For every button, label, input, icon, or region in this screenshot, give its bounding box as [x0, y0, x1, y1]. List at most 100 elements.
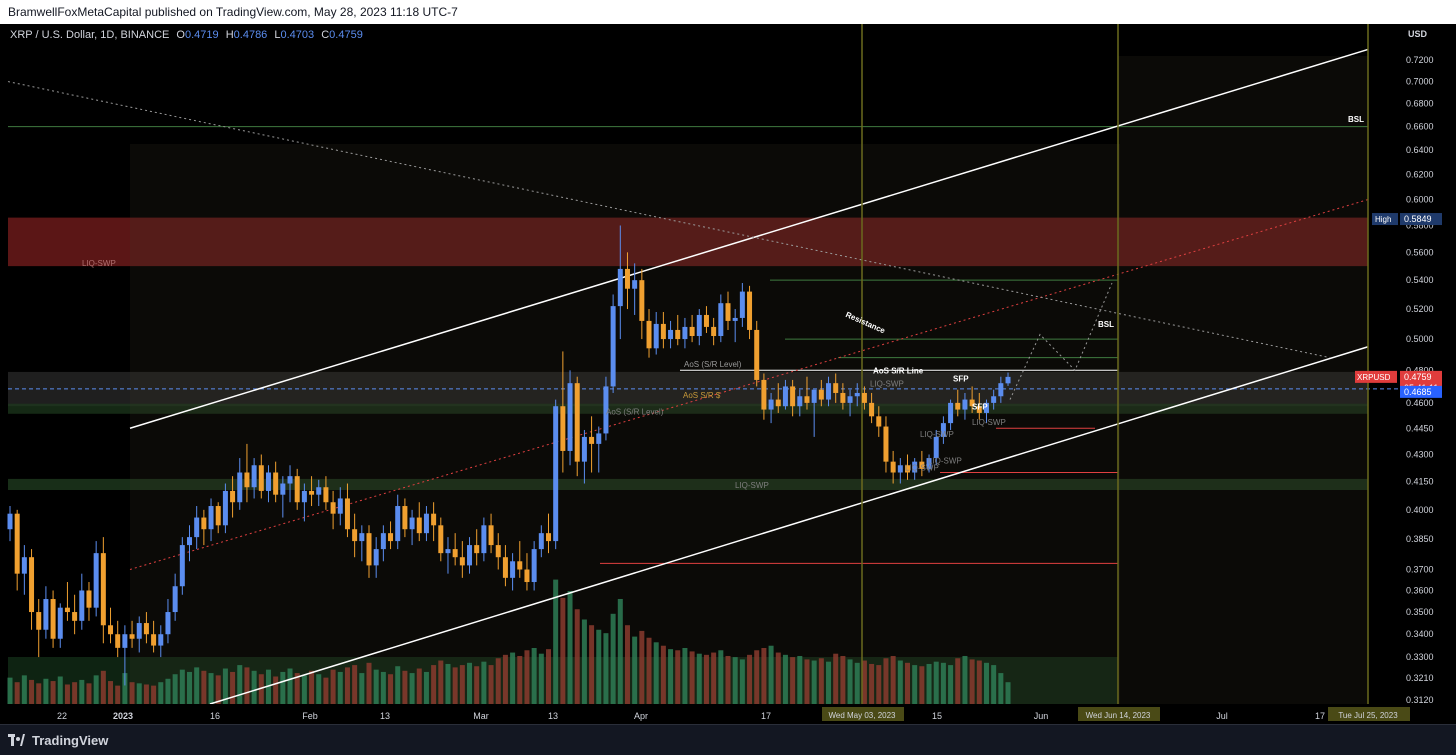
projection-fill [1118, 56, 1368, 704]
volume-bar [761, 648, 767, 705]
time-tick-label: Feb [302, 711, 318, 721]
price-tick-label: 0.6400 [1406, 145, 1434, 155]
candle-body [948, 402, 954, 424]
volume-bar [323, 677, 329, 705]
symbol-legend: XRP / U.S. Dollar, 1D, BINANCE O0.4719 H… [10, 29, 363, 41]
channel-upper [129, 48, 1369, 429]
tradingview-icon [8, 734, 26, 746]
volume-bar [93, 675, 99, 705]
volume-bar [933, 661, 939, 705]
chart-background [0, 24, 1456, 724]
high-tag-bg [1372, 213, 1398, 226]
price-tick-label: 0.4300 [1406, 449, 1434, 459]
volume-bar [158, 682, 164, 705]
candle-body [531, 549, 537, 583]
candle-body [14, 513, 20, 574]
candle-body [108, 625, 114, 635]
high-price-tag: 0.5849 [1404, 214, 1432, 224]
price-tick-label: 0.5200 [1406, 304, 1434, 314]
volume-bar [560, 597, 566, 705]
volume-bar [467, 662, 473, 705]
last-price-tag: 0.4759 [1404, 372, 1432, 382]
candle-body [991, 396, 997, 403]
candle-body [624, 268, 630, 289]
volume-bar [869, 663, 875, 705]
candle-body [72, 612, 78, 621]
volume-bar [373, 669, 379, 705]
candle-body [230, 490, 236, 503]
time-tick-label: Apr [634, 711, 648, 721]
candle-body [359, 533, 365, 542]
candle-body [840, 392, 846, 403]
candle-body [309, 490, 315, 495]
price-tick-label: 0.5600 [1406, 247, 1434, 257]
candle-body [29, 557, 35, 613]
candle-body [689, 326, 695, 337]
time-tick-label: 13 [548, 711, 558, 721]
candle-body [797, 396, 803, 407]
candle-body [452, 549, 458, 558]
price-chart[interactable]: BSLBSLLIQ-SWPLIQ-SWPLIQ-SWPLIQ-SWPLIQ-SW… [0, 24, 1456, 724]
candle-body [826, 383, 832, 400]
candle-body [890, 461, 896, 473]
candle-body [574, 383, 580, 462]
candle-body [1005, 376, 1011, 384]
candle-body [488, 525, 494, 546]
volume-bar [639, 630, 645, 705]
candle-body [165, 612, 171, 635]
candle-body [474, 545, 480, 554]
price-tick-label: 0.3400 [1406, 629, 1434, 639]
volume-bar [43, 678, 49, 705]
volume-bar [237, 665, 243, 705]
candle-body [660, 323, 666, 340]
price-tick-label: 0.4800 [1406, 365, 1434, 375]
volume-bar [524, 650, 530, 705]
candle-body [567, 383, 573, 451]
volume-bar [969, 659, 975, 705]
volume-bar [79, 679, 85, 705]
volume-bar [187, 671, 192, 705]
volume-bar [775, 652, 781, 705]
candle-body [696, 314, 702, 337]
volume-bar [301, 675, 307, 705]
volume-bar [574, 609, 580, 705]
volume-bar [531, 648, 537, 705]
volume-bar [804, 659, 810, 705]
candle-body [782, 386, 788, 407]
candle-body [273, 472, 279, 495]
candle-body [366, 533, 372, 566]
time-tick-label: 2023 [113, 711, 133, 721]
candle-body [395, 506, 401, 542]
time-tick-label: 17 [1315, 711, 1325, 721]
candle-body [790, 386, 796, 407]
publisher-bar: BramwellFoxMetaCapital published on Trad… [0, 0, 1456, 24]
candle-body [833, 383, 839, 393]
candle-body [215, 506, 221, 526]
tradingview-logo[interactable]: TradingView [8, 733, 108, 748]
volume-bar [179, 669, 185, 705]
candle-body [768, 399, 774, 410]
volume-bar [991, 665, 997, 705]
volume-bar [883, 658, 889, 705]
price-tick-label: 0.3120 [1406, 695, 1434, 705]
volume-bar [273, 676, 279, 705]
date-tag-bg [1328, 707, 1410, 721]
candle-body [703, 314, 709, 327]
candle-body [416, 517, 422, 534]
chart-area[interactable]: BSL BSL LIQ-SWP LIQ-SWP LIQ-SWP LIQ-SWP LIQ-SW… [0, 24, 1456, 724]
candle-body [93, 553, 99, 608]
volume-bar [581, 619, 587, 705]
candle-body [517, 561, 523, 570]
volume-bar [940, 662, 946, 705]
candle-body [926, 458, 932, 469]
volume-bar [316, 674, 322, 705]
demand-zone-upper [8, 403, 1368, 414]
candle-body [57, 607, 63, 639]
low-label: L [274, 29, 281, 41]
high-price-bg [1400, 213, 1442, 226]
volume-bar [258, 674, 264, 705]
candle-body [64, 607, 70, 613]
channel-lower [209, 346, 1369, 705]
volume-bar [876, 665, 882, 705]
price-tick-label: 0.7200 [1406, 55, 1434, 65]
